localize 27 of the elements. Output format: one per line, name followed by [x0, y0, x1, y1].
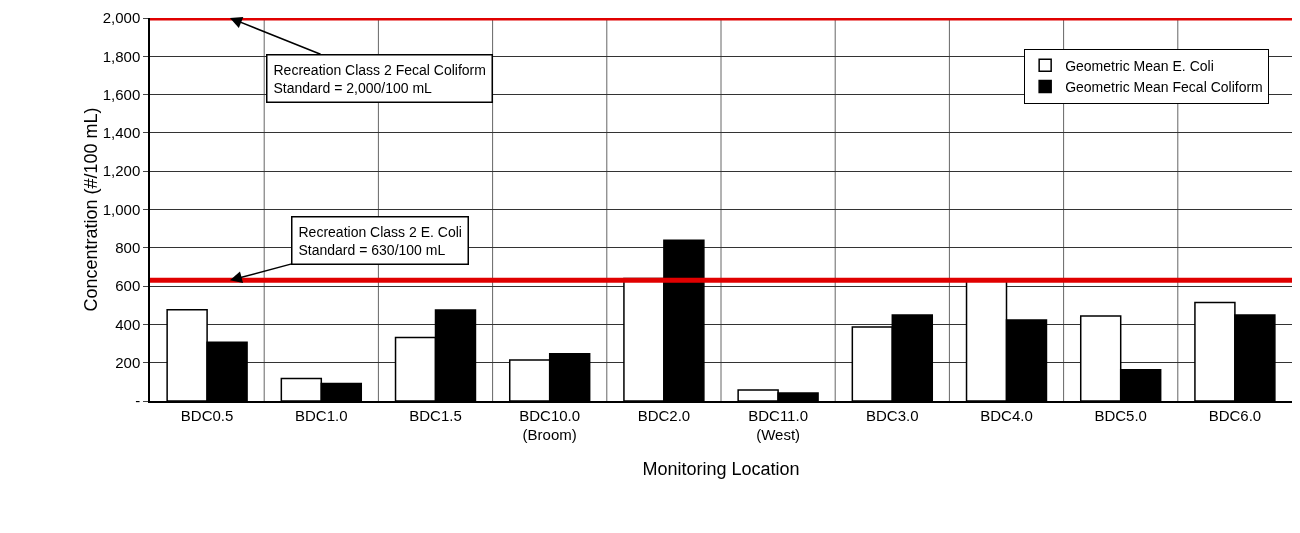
legend-label: Geometric Mean E. Coli	[1065, 57, 1214, 74]
x-tick-label: BDC11.0 (West)	[748, 406, 808, 444]
x-tick-label: BDC6.0	[1208, 406, 1262, 424]
y-tick-label: 1,000	[102, 200, 141, 218]
x-tick-label: BDC3.0	[866, 406, 919, 424]
ref-line-label: Recreation Class 2 Fecal Coliform Standard = 2,000/100 mL	[273, 61, 486, 96]
y-tick-label: -	[135, 392, 141, 410]
y-tick-label: 1,200	[102, 162, 141, 180]
y-tick-label: 600	[115, 277, 141, 295]
legend-label: Geometric Mean Fecal Coliform	[1065, 78, 1263, 95]
x-tick-label: BDC1.5	[409, 406, 462, 424]
y-axis-title: Concentration (#/100 mL)	[80, 107, 101, 312]
x-axis-title: Monitoring Location	[642, 458, 800, 479]
x-tick-label: BDC10.0 (Broom)	[519, 406, 581, 444]
x-tick-label: BDC1.0	[295, 406, 348, 424]
x-tick-label: BDC5.0	[1094, 406, 1147, 424]
x-tick-label: BDC0.5	[180, 406, 234, 424]
y-tick-label: 1,800	[102, 47, 141, 65]
y-tick-label: 1,600	[102, 85, 141, 103]
x-tick-label: BDC2.0	[637, 406, 691, 424]
y-tick-label: 800	[115, 239, 141, 257]
y-tick-label: 200	[115, 353, 141, 371]
y-tick-label: 400	[115, 315, 141, 333]
x-tick-label: BDC4.0	[980, 406, 1033, 424]
y-tick-label: 1,400	[102, 124, 141, 142]
y-tick-label: 2,000	[102, 9, 141, 27]
ref-line-label: Recreation Class 2 E. Coli Standard = 630/100 mL	[298, 223, 462, 258]
